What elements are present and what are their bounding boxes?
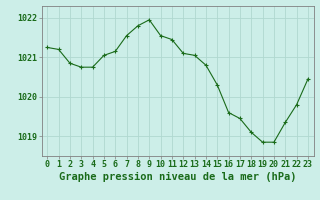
X-axis label: Graphe pression niveau de la mer (hPa): Graphe pression niveau de la mer (hPa) xyxy=(59,172,296,182)
